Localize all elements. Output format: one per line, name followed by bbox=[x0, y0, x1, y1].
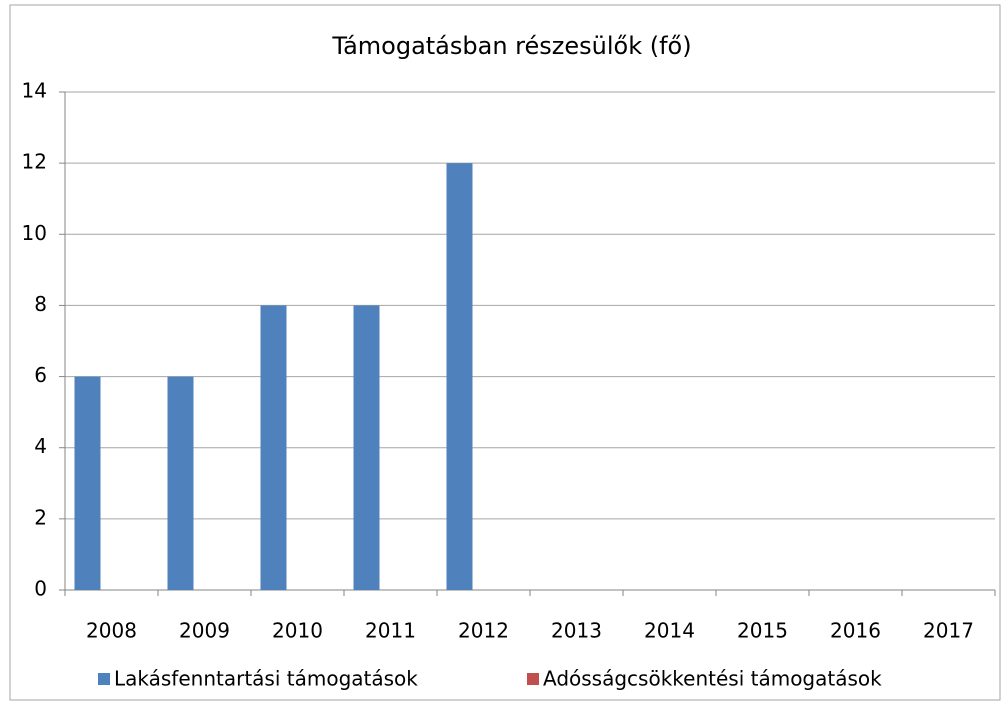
x-tick-label: 2017 bbox=[923, 619, 974, 643]
x-tick-label: 2016 bbox=[830, 619, 881, 643]
bar bbox=[446, 163, 473, 590]
y-tick-label: 2 bbox=[34, 505, 47, 529]
legend-label: Lakásfenntartási támogatások bbox=[114, 667, 418, 691]
x-tick-label: 2010 bbox=[272, 619, 323, 643]
x-tick-label: 2015 bbox=[737, 619, 788, 643]
legend-swatch bbox=[527, 673, 539, 685]
x-tick-label: 2009 bbox=[179, 619, 230, 643]
bar bbox=[74, 376, 101, 590]
y-tick-label: 4 bbox=[34, 434, 47, 458]
x-tick-label: 2012 bbox=[458, 619, 509, 643]
x-tick-label: 2013 bbox=[551, 619, 602, 643]
y-tick-label: 6 bbox=[34, 363, 47, 387]
y-tick-label: 14 bbox=[22, 79, 47, 103]
bar bbox=[167, 376, 194, 590]
chart-title: Támogatásban részesülők (fő) bbox=[331, 32, 691, 60]
legend-label: Adósságcsökkentési támogatások bbox=[543, 667, 882, 691]
y-tick-label: 8 bbox=[34, 292, 47, 316]
bar bbox=[260, 305, 287, 590]
y-tick-label: 12 bbox=[22, 150, 47, 174]
bar bbox=[353, 305, 380, 590]
legend-swatch bbox=[98, 673, 110, 685]
y-tick-label: 0 bbox=[34, 577, 47, 601]
y-tick-label: 10 bbox=[22, 221, 47, 245]
x-tick-label: 2011 bbox=[365, 619, 416, 643]
x-tick-label: 2014 bbox=[644, 619, 695, 643]
x-tick-label: 2008 bbox=[86, 619, 137, 643]
